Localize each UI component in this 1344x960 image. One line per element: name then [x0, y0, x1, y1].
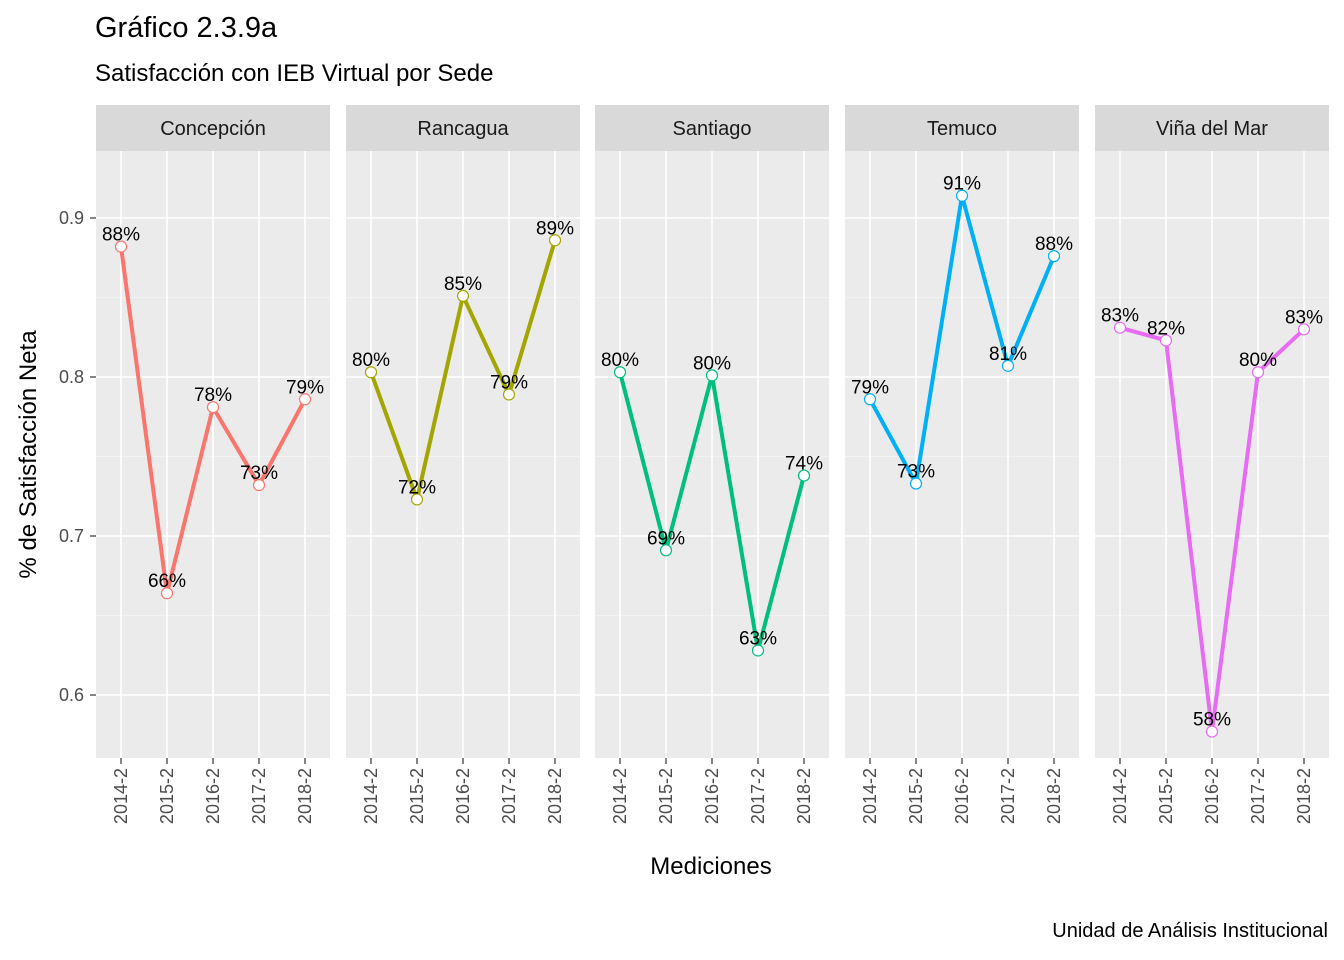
y-tick-label: 0.8	[59, 367, 84, 387]
x-tick-label: 2017-2	[998, 768, 1018, 824]
x-tick-label: 2014-2	[361, 768, 381, 824]
x-tick-label: 2018-2	[1294, 768, 1314, 824]
x-tick-label: 2015-2	[656, 768, 676, 824]
x-tick-label: 2018-2	[295, 768, 315, 824]
x-tick-label: 2015-2	[157, 768, 177, 824]
data-label: 74%	[785, 454, 823, 475]
facet-strip-label: Concepción	[160, 118, 266, 140]
x-tick-label: 2018-2	[794, 768, 814, 824]
data-label: 88%	[102, 225, 140, 246]
data-label: 91%	[943, 174, 981, 195]
data-label: 79%	[851, 377, 889, 398]
x-tick-label: 2017-2	[1248, 768, 1268, 824]
y-axis-title: % de Satisfacción Neta	[15, 330, 42, 579]
x-tick-label: 2014-2	[1110, 768, 1130, 824]
data-label: 83%	[1285, 307, 1323, 328]
facet-strip-label: Santiago	[673, 118, 752, 140]
data-label: 73%	[897, 462, 935, 483]
data-label: 79%	[490, 372, 528, 393]
y-tick-label: 0.9	[59, 208, 84, 228]
data-label: 89%	[536, 218, 574, 239]
data-label: 79%	[286, 377, 324, 398]
chart-caption: Unidad de Análisis Institucional	[1052, 920, 1328, 943]
x-tick-label: 2018-2	[545, 768, 565, 824]
y-tick-label: 0.6	[59, 685, 84, 705]
x-tick-label: 2016-2	[952, 768, 972, 824]
data-label: 73%	[240, 463, 278, 484]
data-label: 69%	[647, 528, 685, 549]
data-label: 58%	[1193, 710, 1231, 731]
x-tick-label: 2015-2	[906, 768, 926, 824]
data-label: 80%	[352, 350, 390, 371]
data-label: 81%	[989, 344, 1027, 365]
facet-strip-label: Temuco	[927, 118, 997, 140]
x-tick-label: 2017-2	[748, 768, 768, 824]
data-label: 85%	[444, 274, 482, 295]
x-tick-label: 2014-2	[860, 768, 880, 824]
data-label: 66%	[148, 571, 186, 592]
x-tick-label: 2016-2	[453, 768, 473, 824]
data-label: 63%	[739, 628, 777, 649]
x-tick-label: 2018-2	[1044, 768, 1064, 824]
x-tick-label: 2017-2	[249, 768, 269, 824]
x-tick-label: 2017-2	[499, 768, 519, 824]
x-tick-label: 2014-2	[111, 768, 131, 824]
data-label: 82%	[1147, 318, 1185, 339]
x-tick-label: 2015-2	[1156, 768, 1176, 824]
data-label: 88%	[1035, 234, 1073, 255]
data-label: 80%	[693, 353, 731, 374]
x-tick-label: 2016-2	[1202, 768, 1222, 824]
x-tick-label: 2016-2	[702, 768, 722, 824]
data-label: 80%	[1239, 350, 1277, 371]
facet-strip-label: Viña del Mar	[1156, 118, 1268, 140]
x-axis-title: Mediciones	[650, 853, 771, 880]
data-label: 83%	[1101, 306, 1139, 327]
data-label: 72%	[398, 477, 436, 498]
data-label: 78%	[194, 385, 232, 406]
y-tick-label: 0.7	[59, 526, 84, 546]
facet-strip-label: Rancagua	[417, 118, 509, 140]
x-tick-label: 2015-2	[407, 768, 427, 824]
data-label: 80%	[601, 350, 639, 371]
x-tick-label: 2014-2	[610, 768, 630, 824]
x-tick-label: 2016-2	[203, 768, 223, 824]
